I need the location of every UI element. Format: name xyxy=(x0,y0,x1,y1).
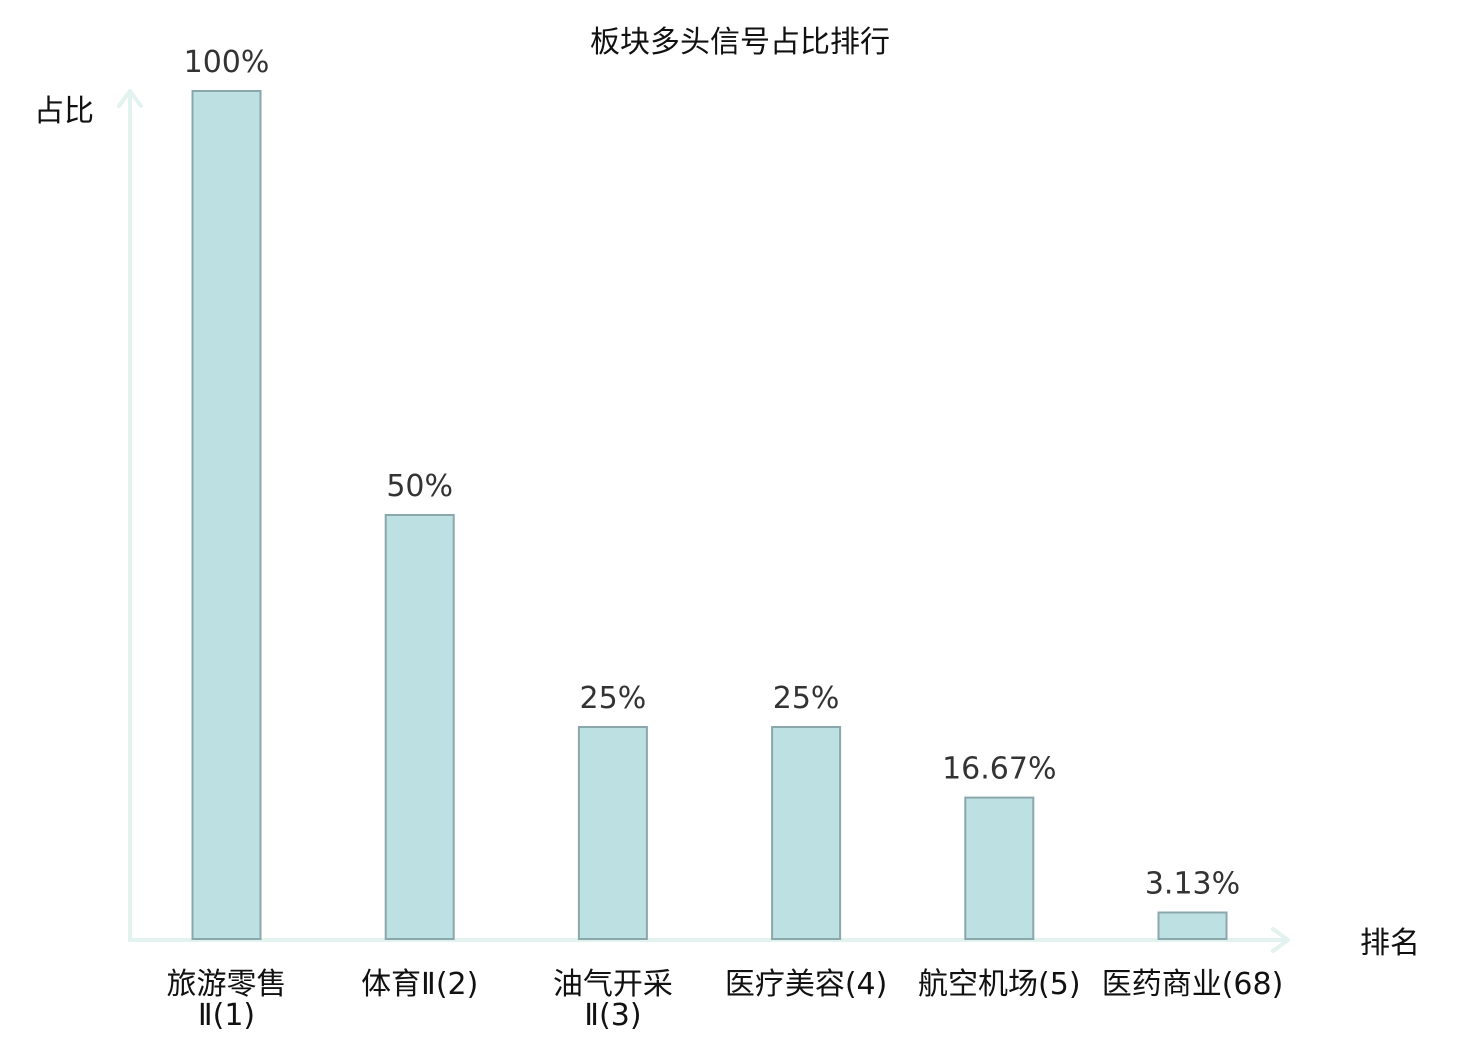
bar xyxy=(577,726,648,940)
bar xyxy=(384,514,455,940)
category-label: 医药商业(68) xyxy=(1102,967,1284,1002)
bar-value-label: 50% xyxy=(386,469,453,504)
category-label-line2: Ⅱ(1) xyxy=(198,998,255,1033)
bar xyxy=(191,90,262,940)
axes xyxy=(117,89,1290,953)
y-axis-line xyxy=(117,89,143,942)
x-axis-label: 排名 xyxy=(1360,926,1420,961)
category-label-line2: Ⅱ(3) xyxy=(584,998,641,1033)
bar-value-label: 100% xyxy=(184,45,270,80)
bars-group xyxy=(191,90,1228,940)
category-label: 医疗美容(4) xyxy=(725,967,888,1002)
bar xyxy=(964,796,1035,940)
bar-value-label: 16.67% xyxy=(942,752,1056,787)
category-label: 油气开采 xyxy=(553,967,673,1002)
bar-value-label: 25% xyxy=(773,681,840,716)
bar xyxy=(771,726,842,940)
chart-title: 板块多头信号占比排行 xyxy=(590,25,890,60)
value-labels-group: 100% 50% 25% 25% 16.67% 3.13% xyxy=(184,45,1241,902)
category-label: 体育Ⅱ(2) xyxy=(361,967,478,1002)
y-axis-label: 占比 xyxy=(34,94,94,129)
x-axis-line xyxy=(128,927,1290,953)
bar-value-label: 25% xyxy=(580,681,647,716)
bar xyxy=(1157,911,1228,940)
bar-value-label: 3.13% xyxy=(1145,867,1240,902)
category-label: 航空机场(5) xyxy=(918,967,1081,1002)
category-label: 旅游零售 xyxy=(167,967,287,1002)
